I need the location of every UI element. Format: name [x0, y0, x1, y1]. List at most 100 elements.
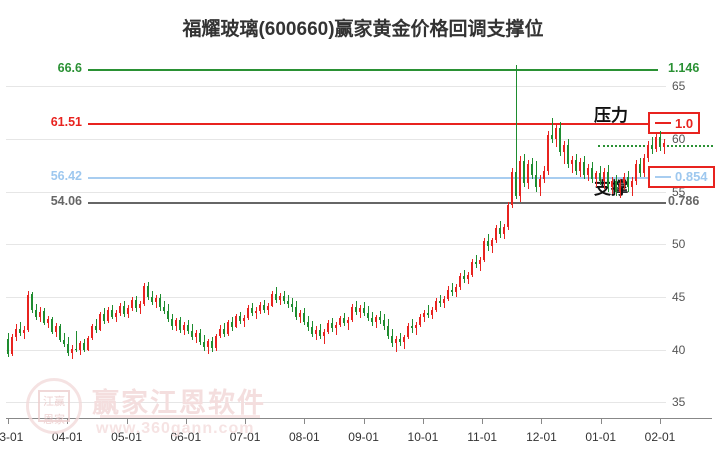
x-tick-label: 12-01	[526, 430, 557, 444]
candle-body	[479, 260, 481, 265]
watermark-logo: 江赢 恩家	[26, 378, 82, 434]
candle-body	[259, 305, 261, 311]
candle-body	[143, 286, 145, 305]
candle-body	[263, 305, 265, 310]
level-price-label-base-0786: 54.06	[50, 193, 82, 208]
candle-body	[15, 328, 17, 337]
candle-wick	[416, 322, 417, 335]
candle-body	[399, 339, 401, 343]
candle-body	[275, 293, 277, 301]
candle-body	[39, 311, 41, 317]
candle-body	[515, 171, 517, 196]
gridline	[6, 402, 666, 404]
candle-body	[207, 341, 209, 348]
x-tick-mark	[541, 418, 543, 424]
candle-body	[295, 307, 297, 317]
candle-body	[199, 332, 201, 343]
candle-body	[531, 164, 533, 175]
x-tick-mark	[363, 418, 365, 424]
x-tick-label: 08-01	[289, 430, 320, 444]
candle-body	[643, 157, 645, 173]
candle-body	[27, 294, 29, 330]
candle-body	[447, 289, 449, 299]
candle-body	[407, 326, 409, 337]
candle-body	[503, 227, 505, 234]
candle-body	[635, 164, 637, 182]
candle-body	[167, 310, 169, 320]
candle-wick	[516, 65, 517, 199]
x-tick-label: 09-01	[348, 430, 379, 444]
candle-body	[155, 297, 157, 303]
candle-body	[235, 315, 237, 328]
candle-body	[507, 205, 509, 228]
candle-body	[627, 176, 629, 188]
candle-wick	[256, 307, 257, 320]
candle-body	[267, 306, 269, 310]
candle-body	[343, 317, 345, 324]
candle-body	[383, 320, 385, 327]
y-tick-label: 60	[672, 131, 686, 146]
candle-body	[647, 145, 649, 158]
candle-body	[579, 162, 581, 171]
candle-body	[315, 329, 317, 334]
level-ratio-box-support-0854[interactable]: 0.854	[648, 165, 715, 188]
candle-body	[103, 313, 105, 322]
candle-body	[163, 307, 165, 311]
x-tick-mark	[482, 418, 484, 424]
candle-body	[231, 322, 233, 328]
y-tick-label: 45	[672, 289, 686, 304]
candle-wick	[596, 170, 597, 188]
gridline	[6, 244, 666, 246]
x-tick-mark	[126, 418, 128, 424]
candle-body	[435, 301, 437, 310]
candle-body	[527, 164, 529, 184]
candle-body	[419, 316, 421, 326]
candle-body	[519, 161, 521, 196]
candle-body	[567, 145, 569, 165]
candle-body	[491, 240, 493, 247]
level-ratio-label-extension-1146: 1.146	[668, 61, 700, 76]
level-swatch-icon	[655, 122, 671, 125]
candle-body	[379, 316, 381, 321]
candle-wick	[428, 305, 429, 318]
candle-wick	[360, 305, 361, 318]
candle-body	[223, 328, 225, 334]
watermark-url: www.360gann.com	[96, 420, 255, 437]
candle-body	[115, 312, 117, 317]
candle-wick	[348, 316, 349, 330]
candle-body	[403, 336, 405, 343]
watermark-logo-bottom: 恩家	[43, 413, 65, 426]
candle-body	[375, 316, 377, 323]
level-line-support-0854	[88, 176, 658, 179]
x-tick-mark	[185, 418, 187, 424]
candle-body	[591, 168, 593, 179]
candle-body	[523, 161, 525, 184]
candle-body	[575, 160, 577, 171]
y-tick-label: 35	[672, 395, 686, 410]
x-tick-label: 10-01	[407, 430, 439, 444]
candle-body	[451, 289, 453, 292]
level-ratio-box-resistance-1000[interactable]: 1.0	[648, 112, 701, 135]
x-tick-mark	[8, 418, 9, 424]
candle-wick	[572, 155, 573, 173]
candle-body	[543, 170, 545, 179]
candle-wick	[324, 328, 325, 345]
candle-body	[123, 306, 125, 314]
gridline	[6, 349, 666, 351]
candle-body	[583, 162, 585, 175]
x-tick-label: 06-01	[170, 430, 202, 444]
candle-body	[499, 228, 501, 234]
candle-body	[7, 339, 9, 354]
candle-body	[111, 309, 113, 317]
watermark-logo-top: 江赢	[43, 395, 65, 408]
candle-body	[203, 342, 205, 348]
level-ratio-label-base-0786: 0.786	[668, 193, 700, 208]
x-tick-label: 01-01	[585, 430, 617, 444]
candle-body	[607, 171, 609, 188]
candle-body	[551, 134, 553, 139]
candle-body	[439, 301, 441, 304]
level-line-extension-1146	[88, 69, 658, 72]
candle-body	[23, 329, 25, 333]
candle-body	[539, 178, 541, 188]
candle-body	[587, 168, 589, 175]
